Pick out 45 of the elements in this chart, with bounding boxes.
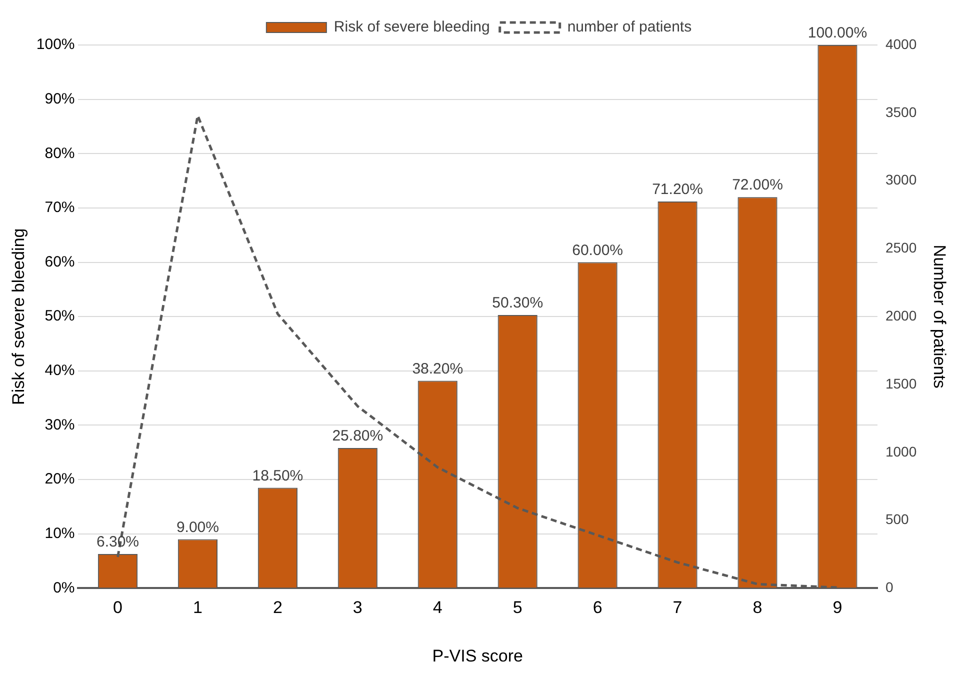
data-label: 71.20%	[652, 181, 703, 198]
x-tick-label: 5	[512, 598, 522, 618]
data-label: 18.50%	[252, 467, 304, 484]
legend-label: Risk of severe bleeding	[334, 18, 490, 36]
data-label: 38.20%	[412, 360, 464, 378]
y2-tick-label: 2000	[885, 307, 917, 324]
data-label: 100.00%	[808, 24, 868, 42]
y2-tick-label: 2500	[885, 240, 917, 256]
data-label: 25.80%	[332, 428, 384, 445]
y-tick-label: 60%	[44, 253, 75, 270]
y2-tick-label: 3000	[885, 172, 917, 188]
y-tick-label: 0%	[53, 579, 75, 596]
x-tick-label: 1	[192, 598, 202, 618]
y-tick-label: 70%	[44, 199, 75, 216]
data-label: 72.00%	[732, 176, 783, 194]
data-label: 6.30%	[96, 534, 140, 551]
y-tick-label: 90%	[44, 90, 75, 108]
y-tick-label: 80%	[44, 144, 75, 162]
y-tick-label: 40%	[44, 362, 75, 380]
data-label: 60.00%	[572, 242, 623, 259]
y2-tick-label: 1500	[885, 375, 917, 392]
x-tick-label: 6	[592, 598, 602, 618]
y-tick-label: 50%	[44, 308, 75, 325]
y2-axis-title: Number of patients	[930, 244, 950, 388]
y2-tick-label: 500	[885, 511, 910, 528]
y2-tick-label: 1000	[885, 443, 917, 460]
x-tick-label: 4	[432, 598, 442, 618]
x-tick-label: 8	[752, 598, 762, 618]
x-tick-label: 2	[272, 598, 282, 618]
y-axis-title: Risk of severe bleeding	[8, 228, 28, 405]
x-axis-title: P-VIS score	[432, 646, 523, 666]
x-tick-label: 9	[832, 598, 842, 618]
y2-tick-label: 4000	[885, 36, 917, 52]
y-tick-label: 100%	[36, 36, 75, 54]
y-tick-label: 30%	[44, 416, 75, 434]
legend-label: number of patients	[567, 18, 692, 36]
x-tick-label: 7	[672, 598, 682, 618]
y-tick-label: 10%	[44, 525, 75, 542]
x-tick-label: 3	[352, 598, 362, 618]
y2-tick-label: 0	[885, 579, 894, 596]
data-label: 50.30%	[492, 294, 544, 312]
x-tick-label: 0	[113, 598, 122, 618]
y-tick-label: 20%	[44, 470, 75, 488]
y2-tick-label: 3500	[885, 104, 917, 120]
data-label: 9.00%	[176, 518, 219, 536]
